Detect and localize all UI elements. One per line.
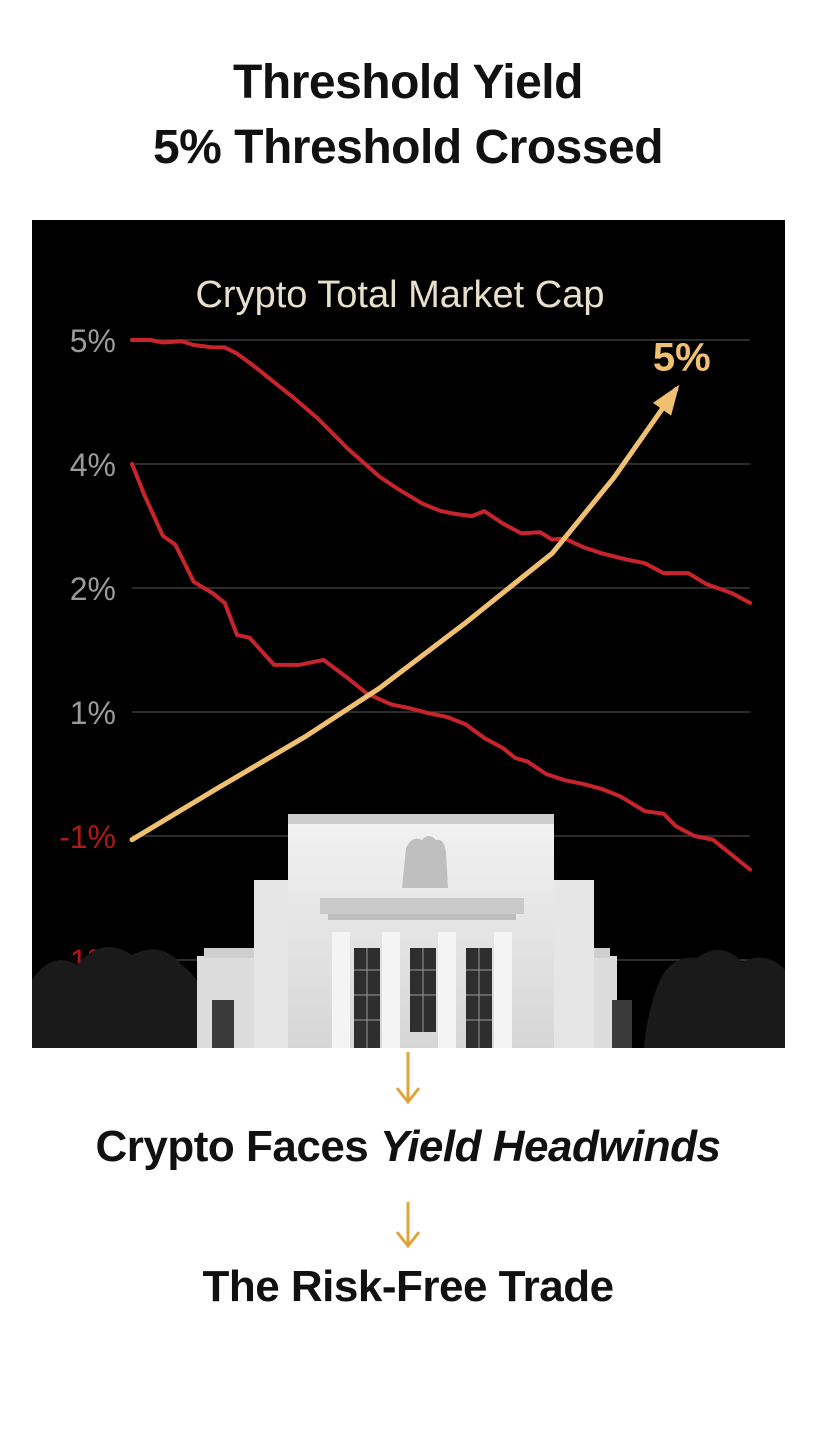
caption-crypto-headwinds: Crypto Faces Yield Headwinds <box>0 1122 816 1172</box>
federal-reserve-building-image <box>32 814 785 1048</box>
y-tick-label: 4% <box>70 447 116 483</box>
annotation-label: 5% <box>653 336 711 380</box>
y-tick-label: -1% <box>59 819 116 855</box>
caption-risk-free-trade: The Risk-Free Trade <box>202 1262 614 1311</box>
chart-annotations: 5% <box>653 336 711 380</box>
y-tick-label: 5% <box>70 323 116 359</box>
y-tick-label: 1% <box>70 695 116 731</box>
headline-line-1: Threshold Yield <box>233 56 583 109</box>
line-chart: 5%4%2%1%-1%-1% Crypto Total Market Cap 5… <box>32 274 785 1048</box>
chart-title: Crypto Total Market Cap <box>195 274 604 316</box>
caption-plain-text: Crypto Faces <box>95 1122 380 1171</box>
y-tick-label: 2% <box>70 571 116 607</box>
headline-line-2: 5% Threshold Crossed <box>152 121 664 174</box>
caption-emphasis-text: Yield Headwinds <box>379 1122 721 1171</box>
down-arrow-icon <box>0 1200 816 1255</box>
series-line-3 <box>129 387 679 843</box>
down-arrow-icon <box>0 1050 816 1111</box>
chart-series <box>129 338 752 872</box>
arrowhead-icon <box>653 384 680 416</box>
y-axis-ticks: 5%4%2%1%-1%-1% <box>59 323 116 979</box>
chart-panel: 5%4%2%1%-1%-1% Crypto Total Market Cap 5… <box>32 220 785 1048</box>
series-line-2 <box>130 462 752 872</box>
series-line-1 <box>130 338 752 605</box>
